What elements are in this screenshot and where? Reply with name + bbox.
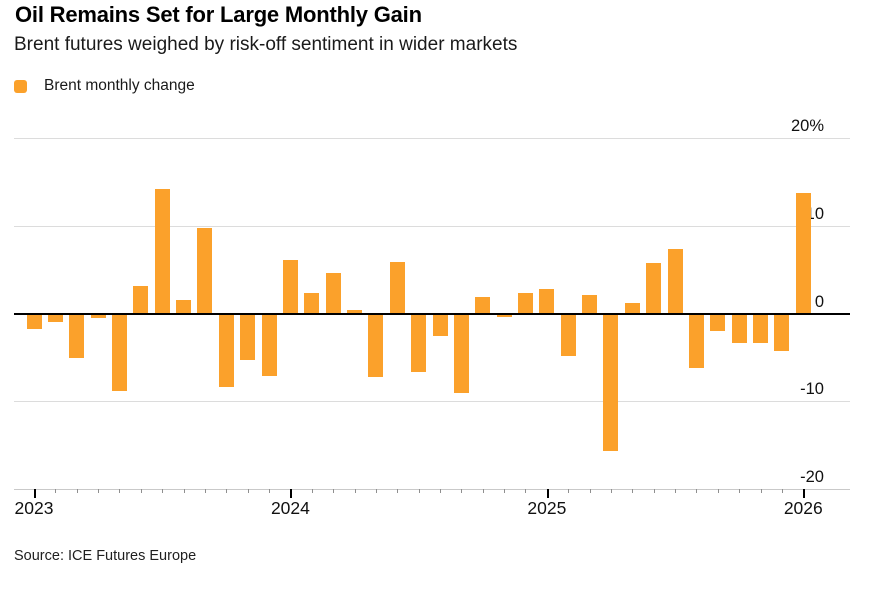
month-tick — [375, 489, 377, 493]
month-tick — [183, 489, 185, 493]
bar-dec-2024 — [517, 293, 533, 314]
month-tick — [311, 489, 313, 493]
legend-label: Brent monthly change — [44, 77, 195, 94]
bar-jul-2025 — [667, 249, 683, 314]
month-tick — [525, 489, 527, 493]
bar-may-2024 — [368, 314, 384, 377]
month-tick — [653, 489, 655, 493]
bar-feb-2025 — [560, 314, 576, 356]
month-tick — [610, 489, 612, 493]
month-tick — [98, 489, 100, 493]
month-tick — [76, 489, 78, 493]
bar-sep-2023 — [197, 228, 213, 314]
month-tick — [226, 489, 228, 493]
bar-aug-2023 — [176, 300, 192, 314]
gridline — [14, 138, 850, 139]
x-tick-label-2023: 2023 — [14, 498, 54, 518]
bar-oct-2024 — [475, 296, 491, 314]
bar-may-2025 — [624, 302, 640, 314]
month-tick — [675, 489, 677, 493]
source-note: Source: ICE Futures Europe — [14, 548, 197, 564]
month-tick — [461, 489, 463, 493]
month-tick — [632, 489, 634, 493]
bar-jul-2024 — [411, 314, 427, 373]
bar-sep-2024 — [453, 314, 469, 393]
bar-jan-2026 — [795, 193, 811, 314]
legend-swatch-icon — [14, 79, 27, 93]
year-tick — [34, 489, 36, 498]
month-tick — [269, 489, 271, 493]
bar-aug-2024 — [432, 314, 448, 336]
bar-nov-2023 — [240, 314, 256, 361]
bar-mar-2024 — [325, 273, 341, 314]
bar-aug-2025 — [688, 314, 704, 369]
x-tick-label-2026: 2026 — [783, 498, 823, 518]
month-tick — [568, 489, 570, 493]
bar-mar-2025 — [582, 295, 598, 314]
bar-jun-2025 — [646, 262, 662, 314]
month-tick — [119, 489, 121, 493]
year-tick — [803, 489, 806, 498]
bar-feb-2023 — [47, 314, 63, 322]
bar-feb-2024 — [304, 293, 320, 314]
month-tick — [162, 489, 164, 493]
month-tick — [418, 489, 420, 493]
chart-title: Oil Remains Set for Large Monthly Gain — [15, 2, 422, 27]
bar-jul-2023 — [154, 188, 170, 314]
bar-jan-2023 — [26, 314, 42, 330]
month-tick — [55, 489, 57, 493]
month-tick — [696, 489, 698, 493]
x-axis: 2023 2024 2025 2026 — [14, 489, 850, 529]
bar-mar-2023 — [69, 314, 85, 359]
year-tick — [546, 489, 549, 498]
bar-apr-2023 — [90, 314, 106, 318]
legend: Brent monthly change — [14, 77, 195, 95]
bar-oct-2025 — [731, 314, 747, 344]
month-tick — [504, 489, 506, 493]
bar-oct-2023 — [218, 314, 234, 388]
chart-subtitle: Brent futures weighed by risk-off sentim… — [14, 34, 518, 55]
year-tick — [290, 489, 293, 498]
month-tick — [333, 489, 335, 493]
bar-dec-2025 — [774, 314, 790, 352]
zero-axis-line — [14, 312, 850, 315]
month-tick — [397, 489, 399, 493]
month-tick — [354, 489, 356, 493]
month-tick — [440, 489, 442, 493]
plot-area — [14, 138, 850, 490]
bar-nov-2024 — [496, 314, 512, 318]
gridline — [14, 225, 850, 227]
gridline — [14, 401, 850, 403]
x-tick-label-2024: 2024 — [270, 498, 310, 518]
month-tick — [589, 489, 591, 493]
month-tick — [482, 489, 484, 493]
bar-apr-2025 — [603, 314, 619, 452]
month-tick — [140, 489, 142, 493]
month-tick — [760, 489, 762, 493]
x-tick-label-2025: 2025 — [527, 498, 567, 518]
bar-apr-2024 — [347, 309, 363, 314]
bar-jun-2023 — [133, 286, 149, 314]
bar-sep-2025 — [710, 314, 726, 332]
month-tick — [781, 489, 783, 493]
y-tick-label: 20% — [790, 117, 824, 135]
bar-jan-2024 — [282, 259, 298, 314]
month-tick — [204, 489, 206, 493]
bar-jan-2025 — [539, 288, 555, 314]
bar-nov-2025 — [753, 314, 769, 343]
bar-jun-2024 — [389, 261, 405, 314]
bar-dec-2023 — [261, 314, 277, 376]
month-tick — [247, 489, 249, 493]
month-tick — [717, 489, 719, 493]
month-tick — [739, 489, 741, 493]
bar-may-2023 — [111, 314, 127, 391]
